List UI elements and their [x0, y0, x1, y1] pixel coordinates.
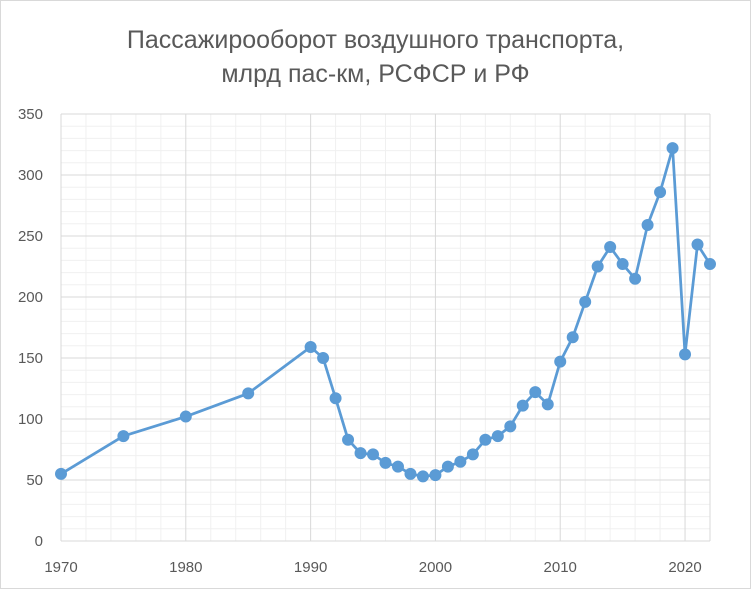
data-point: [579, 295, 592, 308]
data-point: [654, 186, 667, 199]
data-point: [367, 448, 380, 461]
data-point: [641, 219, 654, 232]
y-tick-label: 150: [18, 350, 43, 367]
x-tick-label: 1990: [294, 559, 327, 576]
x-tick-label: 1970: [44, 559, 77, 576]
y-tick-label: 250: [18, 228, 43, 245]
data-point: [666, 142, 679, 155]
data-point: [629, 272, 642, 285]
data-point: [379, 456, 392, 469]
x-tick-label: 1980: [169, 559, 202, 576]
data-point: [504, 420, 517, 433]
data-point: [354, 447, 367, 460]
y-tick-label: 300: [18, 167, 43, 184]
chart-title: Пассажирооборот воздушного транспорта, м…: [1, 23, 750, 91]
data-point: [704, 258, 716, 271]
data-point: [616, 258, 629, 271]
x-tick-label: 2020: [668, 559, 701, 576]
y-tick-label: 50: [26, 472, 43, 489]
y-tick-label: 350: [18, 106, 43, 123]
data-point: [454, 455, 467, 468]
data-point: [679, 348, 692, 361]
data-point: [404, 467, 417, 480]
data-point: [554, 355, 567, 368]
data-point: [179, 410, 192, 423]
data-point: [117, 430, 130, 443]
x-tick-label: 2000: [419, 559, 452, 576]
data-point: [591, 260, 604, 273]
data-point: [242, 387, 255, 400]
data-point: [491, 430, 504, 443]
data-point: [342, 433, 355, 446]
data-point: [479, 433, 492, 446]
data-point: [541, 398, 554, 411]
data-point: [516, 399, 529, 412]
data-point: [391, 460, 404, 473]
chart-title-line-2: млрд пас-км, РСФСР и РФ: [221, 60, 530, 88]
data-point: [55, 467, 67, 480]
data-point: [604, 240, 617, 253]
y-tick-label: 0: [35, 533, 43, 550]
x-tick-label: 2010: [544, 559, 577, 576]
chart-title-line-1: Пассажирооборот воздушного транспорта,: [126, 26, 625, 54]
y-tick-label: 200: [18, 289, 43, 306]
data-point: [691, 238, 704, 251]
data-point: [329, 392, 342, 405]
data-point: [429, 469, 442, 482]
data-point: [466, 448, 479, 461]
data-point: [317, 352, 330, 364]
data-point: [304, 341, 317, 354]
data-point: [566, 331, 579, 344]
data-point: [441, 460, 454, 473]
data-point: [416, 470, 429, 483]
data-point: [529, 386, 542, 399]
y-tick-label: 100: [18, 411, 43, 428]
